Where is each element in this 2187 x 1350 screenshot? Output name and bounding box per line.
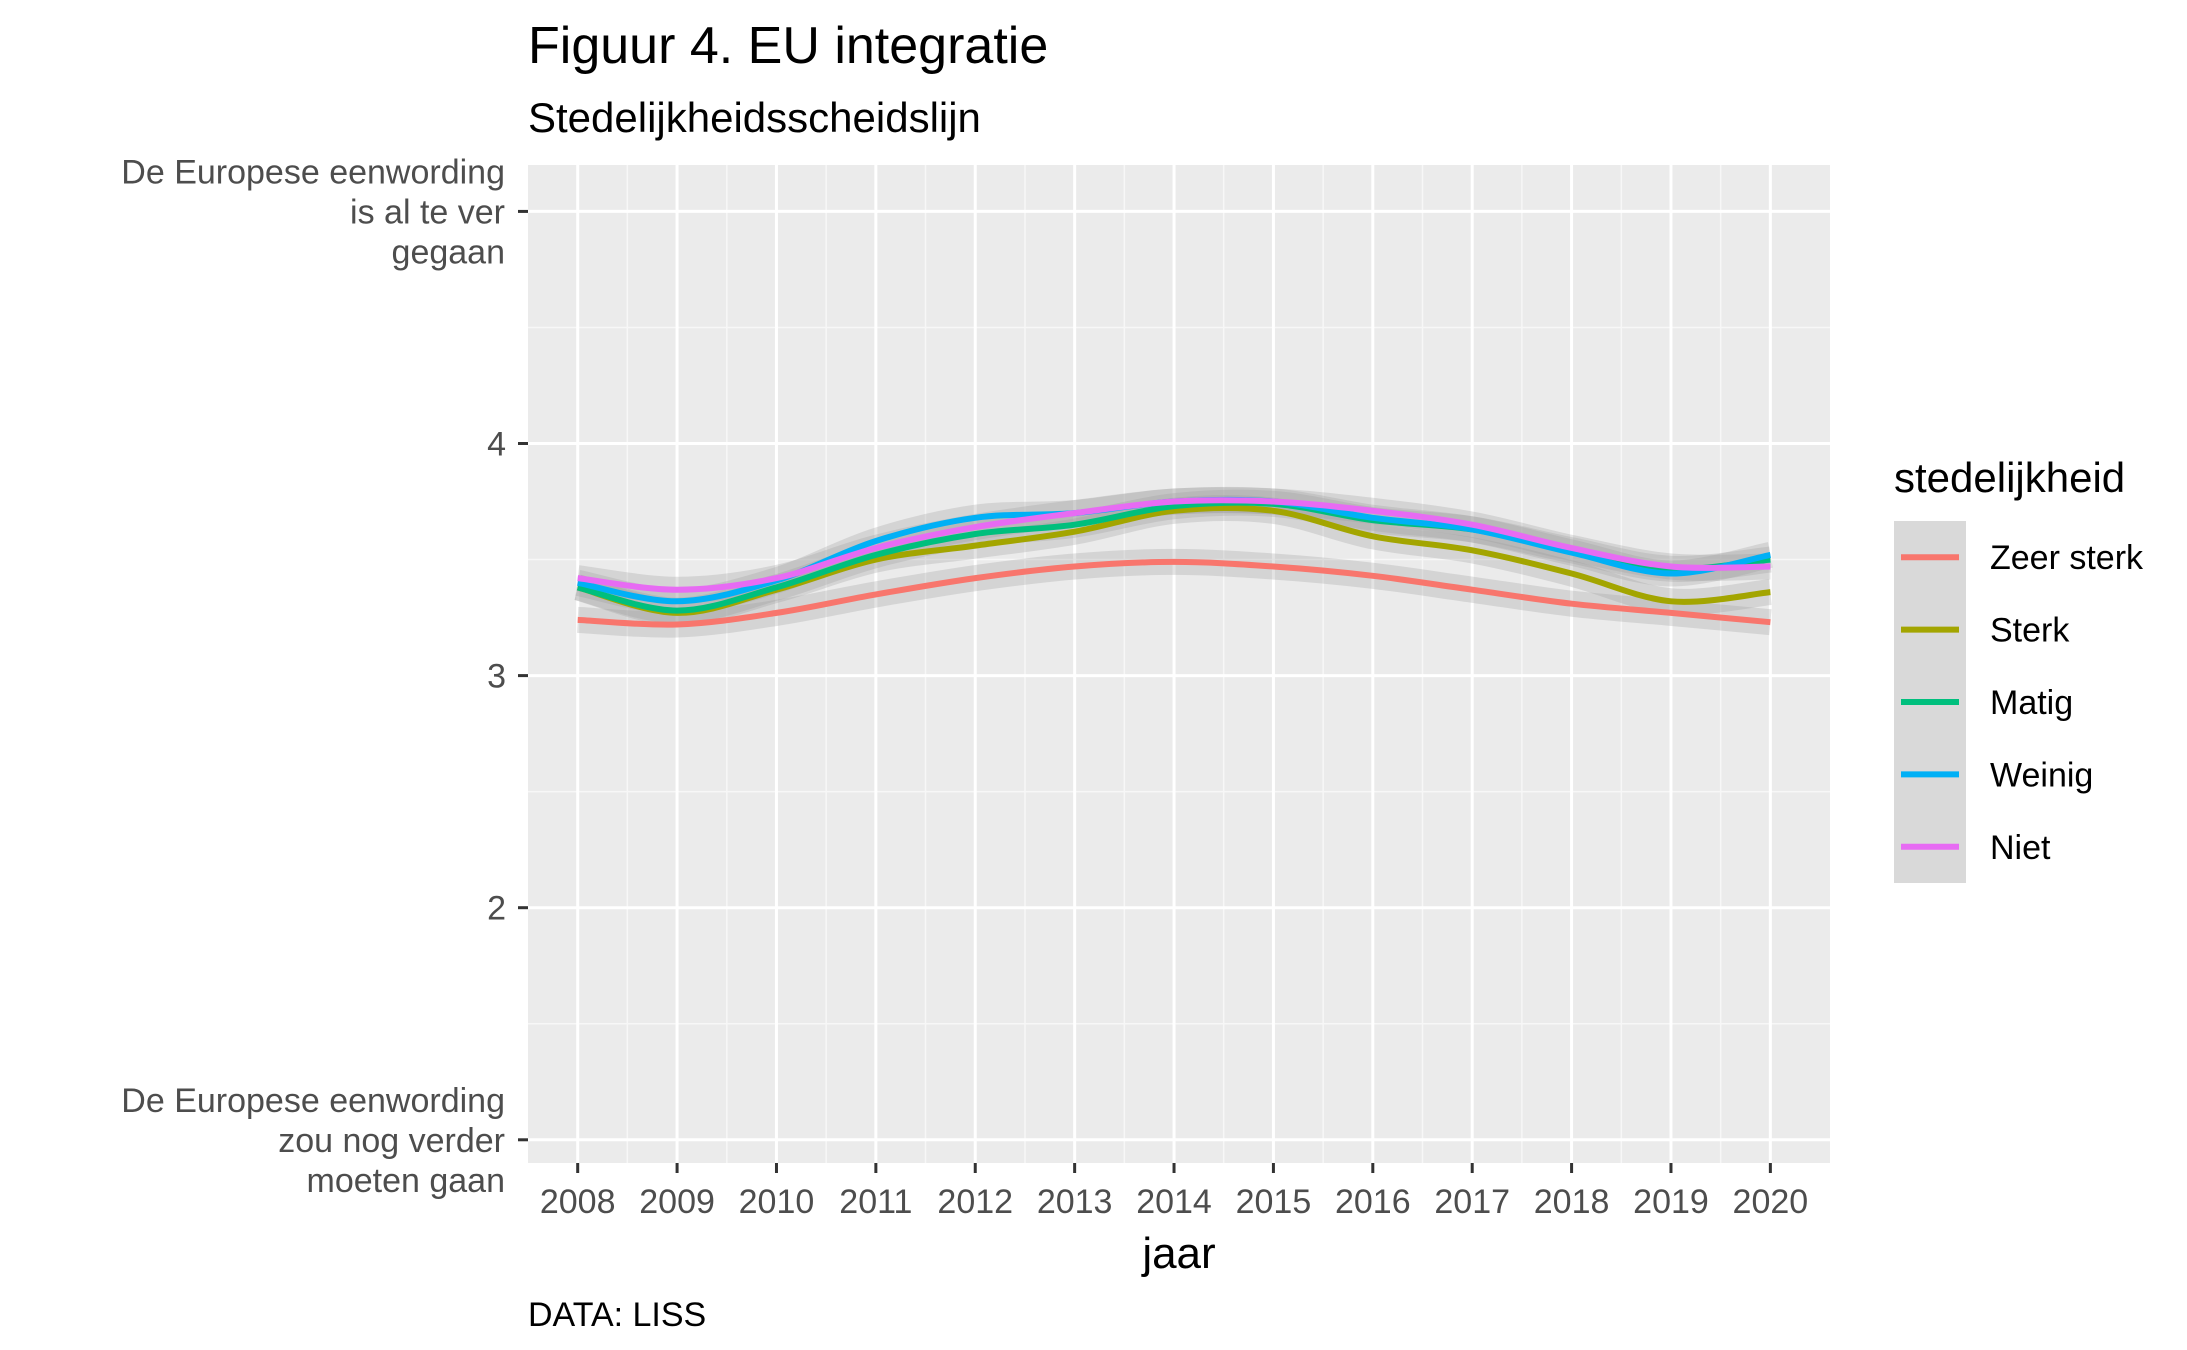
minor-gridlines (528, 165, 1830, 1163)
major-gridlines (528, 165, 1830, 1163)
x-tick-label: 2014 (1136, 1183, 1212, 1221)
legend-title: stedelijkheid (1894, 454, 2125, 501)
chart-subtitle: Stedelijkheidsscheidslijn (528, 94, 981, 141)
x-tick-label: 2019 (1633, 1183, 1709, 1221)
y-tick-label: 4 (487, 426, 506, 464)
legend-label: Zeer sterk (1990, 539, 2144, 577)
x-tick-label: 2017 (1434, 1183, 1510, 1221)
y-tick-label: 3 (487, 658, 506, 696)
series-line (577, 558, 1771, 628)
x-axis: 2008 2009 2010 2011 2012 2013 2014 2015 2016 2017… (540, 1163, 1808, 1221)
x-axis-title: jaar (1140, 1229, 1215, 1278)
y-tick-label: 2 (487, 890, 506, 928)
y-tick-label: moeten gaan (307, 1162, 506, 1200)
x-tick-label: 2016 (1335, 1183, 1411, 1221)
x-tick-label: 2020 (1733, 1183, 1809, 1221)
legend-label: Niet (1990, 829, 2051, 867)
x-tick-label: 2009 (639, 1183, 715, 1221)
y-tick-label: gegaan (392, 233, 505, 271)
y-tick-label: zou nog verder (278, 1122, 505, 1160)
plot-panel (528, 165, 1830, 1163)
x-tick-label: 2018 (1534, 1183, 1610, 1221)
x-tick-label: 2012 (937, 1183, 1013, 1221)
chart-title: Figuur 4. EU integratie (528, 17, 1048, 75)
series-line (577, 497, 1771, 593)
x-tick-label: 2015 (1236, 1183, 1312, 1221)
legend-label: Sterk (1990, 612, 2070, 650)
y-tick-label: is al te ver (350, 193, 505, 231)
y-tick-label: De Europese eenwording (121, 1082, 505, 1120)
chart-caption: DATA: LISS (528, 1296, 706, 1334)
series-lines (576, 496, 1771, 628)
x-tick-label: 2010 (739, 1183, 815, 1221)
x-tick-label: 2008 (540, 1183, 616, 1221)
legend-label: Matig (1990, 684, 2073, 722)
y-tick-label: De Europese eenwording (121, 153, 505, 191)
x-tick-label: 2011 (839, 1183, 912, 1221)
legend: stedelijkheid Zeer sterk Sterk Matig Weinig… (1894, 454, 2144, 883)
legend-label: Weinig (1990, 756, 2093, 794)
x-tick-label: 2013 (1037, 1183, 1113, 1221)
